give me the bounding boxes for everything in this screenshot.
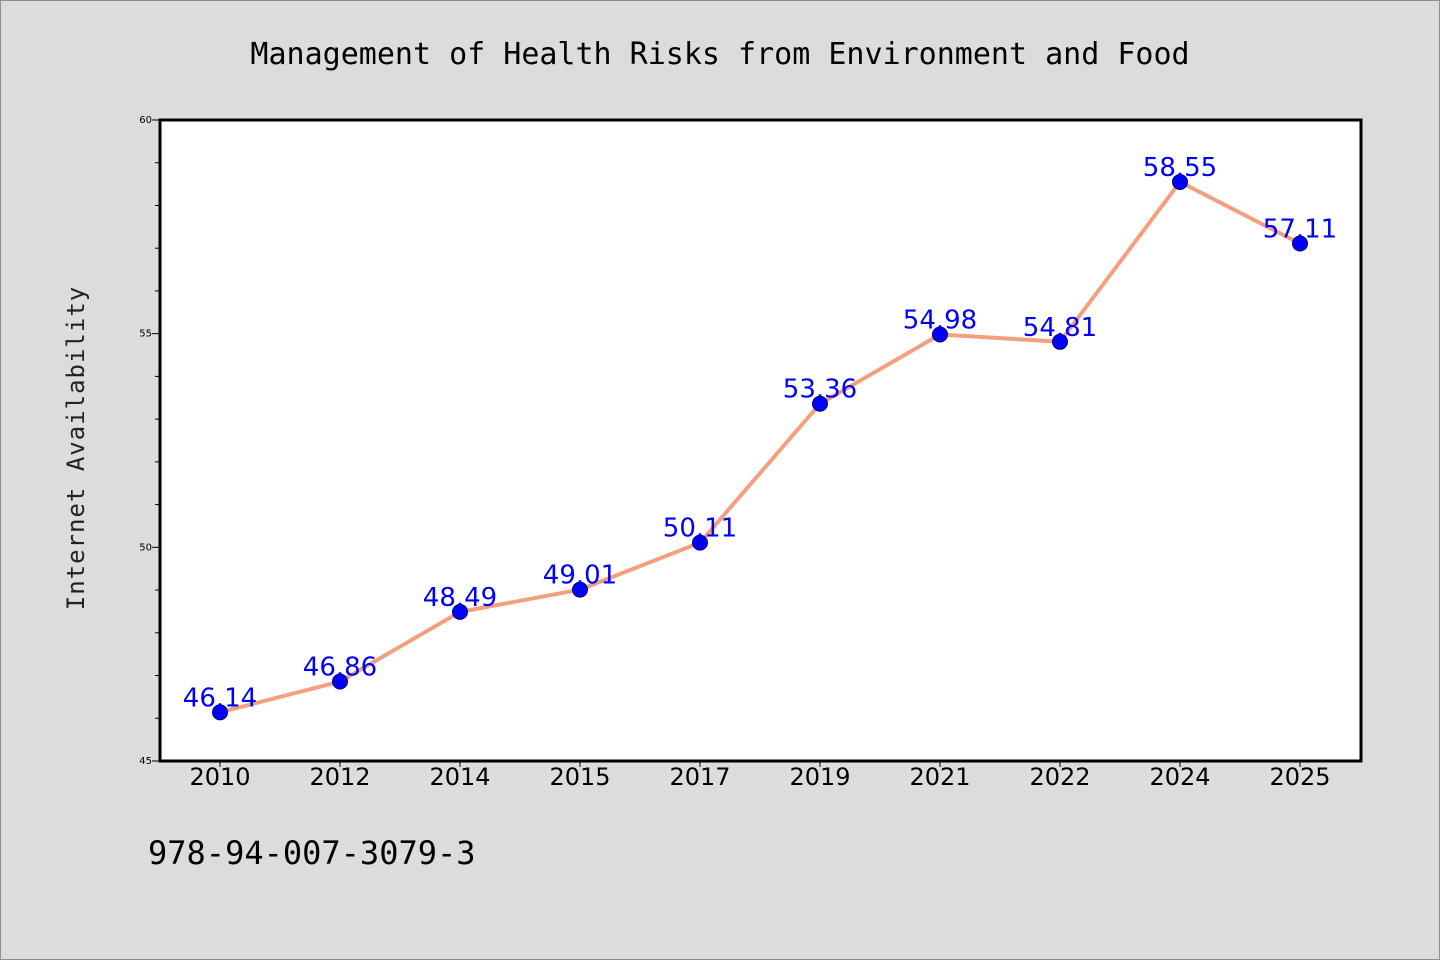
y-tick-label: 45 (139, 756, 152, 767)
data-point (452, 603, 468, 620)
data-label: 58.55 (1143, 153, 1217, 183)
data-point (212, 704, 228, 721)
data-label: 46.14 (183, 683, 257, 713)
data-label: 46.86 (303, 653, 377, 683)
data-point (812, 395, 828, 412)
y-ticks: 45 50 55 60 (139, 115, 160, 767)
x-tick-label: 2025 (1269, 763, 1330, 791)
x-tick-label: 2022 (1029, 763, 1090, 791)
data-label: 54.81 (1023, 313, 1097, 343)
y-minor-ticks (155, 162, 160, 719)
data-labels-group: 46.14 46.86 48.49 49.01 50.11 53.36 54.98 54.81… (183, 153, 1337, 713)
y-tick-label: 55 (139, 329, 152, 340)
x-tick-label: 2017 (669, 763, 730, 791)
x-tick-label: 2010 (189, 763, 250, 791)
x-tick-label: 2014 (429, 763, 490, 791)
y-tick-label: 50 (139, 542, 152, 553)
x-tick-label: 2019 (789, 763, 850, 791)
data-point (932, 326, 948, 343)
data-point (1292, 235, 1308, 252)
x-tick-label: 2012 (309, 763, 370, 791)
x-tick-label: 2015 (549, 763, 610, 791)
chart-title: Management of Health Risks from Environm… (250, 37, 1189, 72)
data-label: 50.11 (663, 514, 737, 544)
y-tick-label: 60 (139, 115, 152, 126)
markers-group (212, 173, 1308, 721)
x-ticks: 2010 2012 2014 2015 2017 2019 2021 2022 2024 2025 (189, 761, 1331, 791)
data-point (692, 534, 708, 551)
series-line-group (218, 179, 1302, 715)
data-label: 48.49 (423, 583, 497, 613)
y-axis-label: Internet Availability (62, 286, 90, 610)
data-label: 49.01 (543, 561, 617, 591)
x-tick-label: 2021 (909, 763, 970, 791)
x-tick-label: 2024 (1149, 763, 1210, 791)
data-point (1172, 173, 1188, 190)
plot-area (158, 118, 1363, 763)
data-label: 54.98 (903, 306, 977, 336)
data-point (1052, 333, 1068, 350)
data-label: 53.36 (783, 375, 857, 405)
data-point (332, 673, 348, 690)
series-line (218, 179, 1302, 715)
data-point (572, 581, 588, 598)
isbn-footnote: 978-94-007-3079-3 (148, 834, 476, 872)
data-label: 57.11 (1263, 214, 1337, 244)
